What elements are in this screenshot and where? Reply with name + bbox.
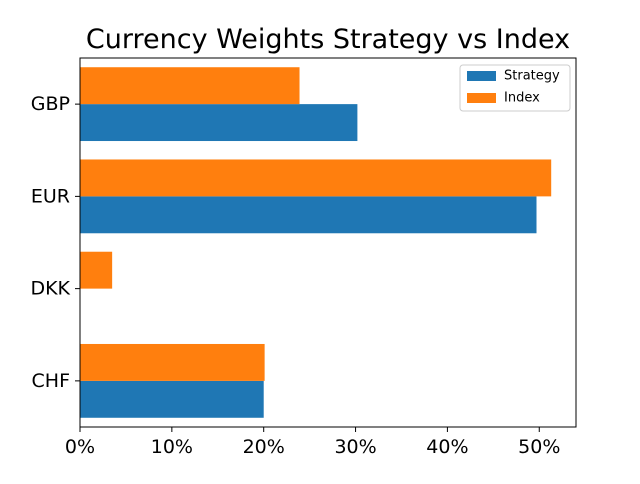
bar-strategy-chf <box>80 380 264 418</box>
x-tick-label-0: 0% <box>65 436 95 458</box>
x-tick-label-3: 30% <box>334 436 376 458</box>
axes-layer <box>79 57 577 428</box>
bar-index-chf <box>80 343 265 381</box>
y-tick-label-dkk: DKK <box>30 278 70 300</box>
x-tick-label-4: 40% <box>426 436 468 458</box>
bar-index-dkk <box>80 251 113 289</box>
legend-swatch-index <box>467 93 496 103</box>
chart-title: Currency Weights Strategy vs Index <box>86 24 570 55</box>
y-tick-label-eur: EUR <box>31 185 70 207</box>
x-tick-label-5: 50% <box>518 436 560 458</box>
bar-strategy-gbp <box>80 104 358 142</box>
y-tick-label-gbp: GBP <box>31 93 70 115</box>
ticks-layer: CHF DKK EUR GBP 0% 10% 20% 30% 40% 50% <box>30 93 560 458</box>
legend: Strategy Index <box>459 64 571 112</box>
legend-label-index: Index <box>504 91 540 106</box>
bar-index-gbp <box>80 67 300 105</box>
x-tick-label-2: 20% <box>243 436 285 458</box>
legend-swatch-strategy <box>467 71 496 81</box>
y-tick-label-chf: CHF <box>32 370 70 392</box>
bars-layer <box>80 67 552 418</box>
bar-strategy-eur <box>80 196 537 234</box>
plot-frame <box>79 57 577 428</box>
x-tick-label-1: 10% <box>151 436 193 458</box>
legend-label-strategy: Strategy <box>504 69 560 84</box>
bar-index-eur <box>80 159 552 197</box>
